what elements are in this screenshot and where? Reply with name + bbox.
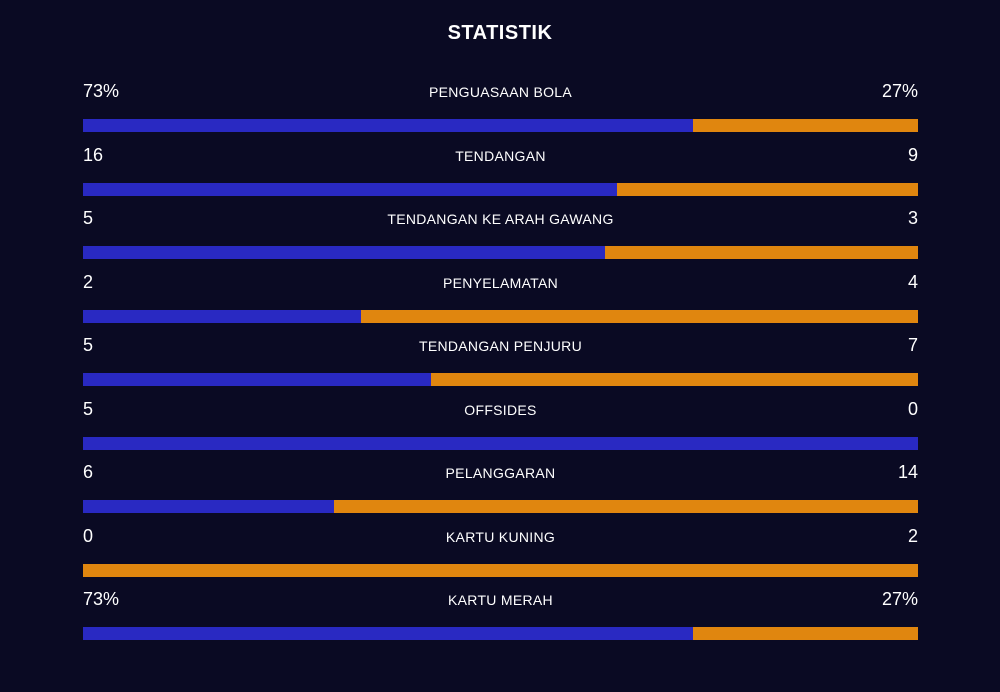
stat-row-saves: 2 PENYELAMATAN 4 <box>83 271 918 335</box>
stat-row-yellow-cards: 0 KARTU KUNING 2 <box>83 525 918 589</box>
stat-values: 6 PELANGGARAN 14 <box>83 461 918 489</box>
away-bar-fill <box>692 119 918 132</box>
comparison-bar <box>83 373 918 386</box>
home-bar-fill <box>83 500 334 513</box>
comparison-bar <box>83 246 918 259</box>
stat-label: PELANGGARAN <box>445 465 556 481</box>
stat-values: 5 TENDANGAN PENJURU 7 <box>83 334 918 362</box>
away-value: 3 <box>907 208 918 228</box>
stat-row-shots-on-target: 5 TENDANGAN KE ARAH GAWANG 3 <box>83 207 918 271</box>
home-value: 2 <box>83 271 94 292</box>
comparison-bar <box>83 182 918 196</box>
stat-row-red-cards: 73% KARTU MERAH 27% <box>83 588 918 652</box>
home-bar-fill <box>83 119 693 132</box>
home-value: 0 <box>83 525 94 546</box>
away-bar-fill <box>617 182 918 196</box>
away-value: 14 <box>897 462 918 482</box>
away-bar-fill <box>431 373 918 386</box>
away-value: 9 <box>907 144 918 165</box>
away-bar-fill <box>333 500 918 513</box>
stat-values: 0 KARTU KUNING 2 <box>83 525 918 553</box>
stat-values: 2 PENYELAMATAN 4 <box>83 271 918 299</box>
stat-label: TENDANGAN KE ARAH GAWANG <box>387 211 614 227</box>
stat-row-possession: 73% PENGUASAAN BOLA 27% <box>83 80 918 144</box>
stat-row-offsides: 5 OFFSIDES 0 <box>83 398 918 462</box>
comparison-bar <box>83 627 918 640</box>
stat-row-fouls: 6 PELANGGARAN 14 <box>83 461 918 525</box>
stat-label: TENDANGAN <box>455 147 546 164</box>
stat-label: PENGUASAAN BOLA <box>429 84 572 100</box>
away-bar-fill <box>361 309 918 323</box>
stat-label: KARTU KUNING <box>445 528 556 545</box>
stat-values: 73% PENGUASAAN BOLA 27% <box>83 80 918 108</box>
away-value: 27% <box>881 81 918 101</box>
stat-label: KARTU MERAH <box>448 592 553 608</box>
stat-row-shots: 16 TENDANGAN 9 <box>83 144 918 208</box>
home-value: 5 <box>83 335 94 355</box>
home-value: 5 <box>83 398 94 419</box>
home-bar-fill <box>83 436 918 450</box>
stats-title: STATISTIK <box>447 22 553 44</box>
comparison-bar <box>83 309 918 323</box>
stat-label: OFFSIDES <box>464 401 537 418</box>
away-value: 27% <box>881 589 918 609</box>
away-bar-fill <box>692 627 918 640</box>
stat-label: TENDANGAN PENJURU <box>418 338 582 354</box>
stat-label: PENYELAMATAN <box>442 274 559 291</box>
away-value: 4 <box>907 271 918 292</box>
home-bar-fill <box>83 182 618 196</box>
comparison-bar <box>83 500 918 513</box>
home-value: 6 <box>83 462 94 482</box>
away-value: 2 <box>907 525 918 546</box>
stat-values: 5 TENDANGAN KE ARAH GAWANG 3 <box>83 207 918 235</box>
away-value: 7 <box>907 335 918 355</box>
away-value: 0 <box>907 398 918 419</box>
home-value: 5 <box>83 208 94 228</box>
stats-list: 73% PENGUASAAN BOLA 27% 16 TENDANGAN 9 5… <box>83 80 918 652</box>
stat-values: 16 TENDANGAN 9 <box>83 144 918 172</box>
away-bar-fill <box>604 246 918 259</box>
stat-values: 73% KARTU MERAH 27% <box>83 588 918 616</box>
stat-row-corners: 5 TENDANGAN PENJURU 7 <box>83 334 918 398</box>
comparison-bar <box>83 436 918 450</box>
home-value: 16 <box>83 144 104 165</box>
home-bar-fill <box>83 627 693 640</box>
home-bar-fill <box>83 309 362 323</box>
stat-values: 5 OFFSIDES 0 <box>83 398 918 426</box>
comparison-bar <box>83 119 918 132</box>
home-bar-fill <box>83 246 605 259</box>
home-value: 73% <box>83 589 120 609</box>
home-bar-fill <box>83 373 432 386</box>
home-value: 73% <box>83 81 120 101</box>
comparison-bar <box>83 563 918 577</box>
away-bar-fill <box>83 563 918 577</box>
